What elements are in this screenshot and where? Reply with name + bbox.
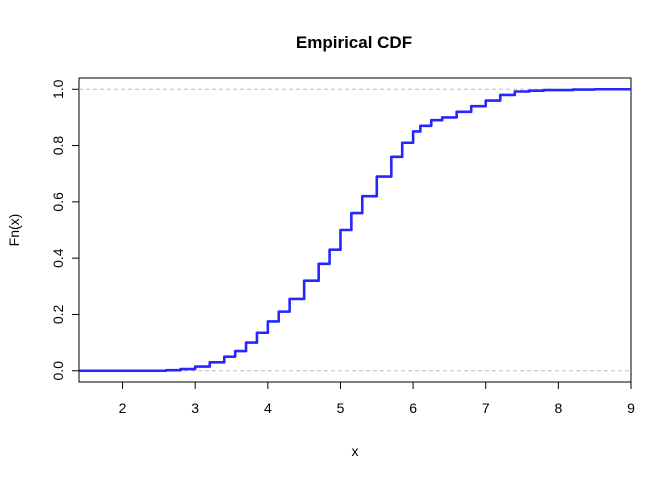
y-tick-label: 0.8 [50, 136, 66, 156]
x-tick-label: 9 [627, 400, 635, 416]
y-tick-label: 0.6 [50, 192, 66, 212]
x-tick-label: 6 [409, 400, 417, 416]
y-tick-label: 0.2 [50, 305, 66, 325]
x-tick-label: 3 [191, 400, 199, 416]
x-axis-label: x [352, 443, 359, 459]
x-tick-label: 7 [482, 400, 490, 416]
x-tick-label: 8 [554, 400, 562, 416]
ecdf-line [79, 87, 631, 373]
y-axis-label: Fn(x) [6, 214, 22, 247]
y-axis: 0.0 0.2 0.4 0.6 0.8 1.0 [50, 79, 79, 380]
plot-frame [78, 77, 632, 383]
y-tick-label: 0.4 [50, 248, 66, 268]
chart-title: Empirical CDF [296, 33, 412, 52]
ecdf-series [79, 87, 631, 373]
x-tick-label: 2 [119, 400, 127, 416]
x-axis: 2 3 4 5 6 7 8 9 [119, 382, 635, 416]
x-tick-label: 5 [337, 400, 345, 416]
x-tick-label: 4 [264, 400, 272, 416]
y-tick-label: 0.0 [50, 361, 66, 381]
reference-lines [79, 88, 631, 372]
y-tick-label: 1.0 [50, 79, 66, 99]
